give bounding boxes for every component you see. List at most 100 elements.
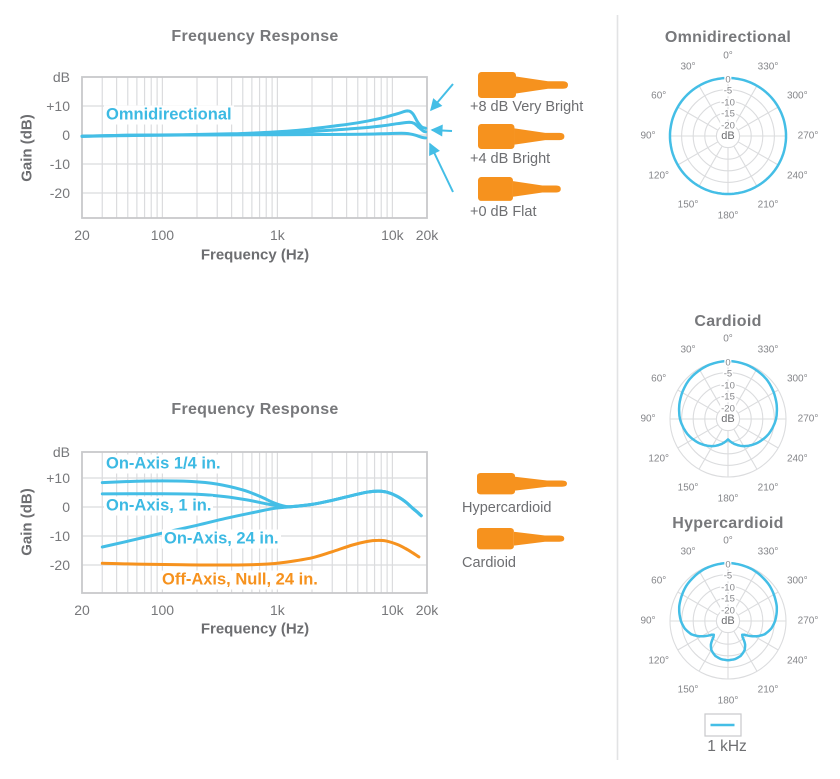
y-tick-label: 0 [62,499,70,515]
x-tick-label: 20 [74,227,90,243]
bottom-chart-annotation-off-axis: Off-Axis, Null, 24 in. [160,570,320,590]
x-tick-label: 100 [150,602,175,618]
polar-angle-label: 330° [757,344,779,356]
x-tick-label: 20k [415,602,439,618]
polar-angle-label: 60° [651,373,667,385]
bottom-chart-annotation-one-in: On-Axis, 1 in. [104,496,214,516]
mic-label-cardioid: Cardioid [462,555,516,571]
polar-chart-polar_hypercardioid [669,561,787,680]
callout-label-very-bright: +8 dB Very Bright [470,99,584,115]
polar-angle-label: 180° [717,210,739,222]
polar-angle-label: 120° [648,170,670,182]
callout-arrow [429,142,454,193]
polar-angle-label: 90° [640,130,656,142]
polar-angle-label: 270° [797,130,819,142]
top-chart-annotation-omnidirectional: Omnidirectional [104,105,234,125]
x-tick-label: 1k [269,602,285,618]
polar-angle-label: 150° [677,684,699,696]
polar-angle-label: 180° [717,695,739,707]
bottom-chart-annotation-quarter-in: On-Axis 1/4 in. [104,454,223,474]
polar-ring-label: -20 [720,120,736,132]
polar-angle-label: 120° [648,453,670,465]
bottom-chart-xlabel: Frequency (Hz) [200,620,310,638]
x-tick-label: 100 [150,227,175,243]
y-tick-label: -10 [49,528,70,544]
polar-db-unit: dB [721,413,735,425]
mic-icon-bright [478,124,565,149]
polar-curve-polar_hypercardioid [677,561,779,662]
polar-title-cardioid: Cardioid [694,313,762,330]
polar-angle-label: 150° [677,199,699,211]
polar-ring-label: -5 [722,368,734,380]
y-tick-label: +10 [46,470,70,486]
polar-angle-label: 240° [786,655,808,667]
polar-angle-label: 330° [757,61,779,73]
mic-label-hypercardioid: Hypercardioid [462,500,552,516]
bottom-chart-title: Frequency Response [171,401,339,418]
y-tick-label: -20 [49,557,70,573]
polar-angle-label: 300° [786,373,808,385]
x-tick-label: 10k [381,602,404,618]
freq-chart-fr_top [80,76,428,219]
polar-ring-label: -20 [720,403,736,415]
y-tick-label: -20 [49,185,70,201]
polar-angle-label: 90° [640,615,656,627]
polar-angle-label: 30° [680,546,696,558]
x-tick-label: 1k [269,227,285,243]
polar-angle-label: 120° [648,655,670,667]
polar-curve-polar_omnidirectional [668,76,788,196]
callout-arrow [430,124,453,137]
polar-db-unit: dB [721,615,735,627]
mic-icon-very-bright [478,72,568,98]
polar-angle-label: 90° [640,413,656,425]
polar-ring-label: -15 [720,108,736,120]
polar-angle-label: 270° [797,413,819,425]
x-tick-label: 10k [381,227,404,243]
top-chart-title: Frequency Response [171,28,339,45]
freq-chart-fr_bottom [81,451,428,594]
polar-angle-label: 270° [797,615,819,627]
polar-angle-label: 240° [786,170,808,182]
top-chart-y-unit: dB [52,69,70,85]
polar-angle-label: 150° [677,482,699,494]
y-tick-label: +10 [46,98,70,114]
polar-title-omnidirectional: Omnidirectional [664,29,792,46]
mic-icon-hypercardioid [477,473,567,495]
polar-ring-label: 0 [724,356,732,368]
polar-angle-label: 300° [786,575,808,587]
x-tick-label: 20 [74,602,90,618]
polar-ring-label: -5 [722,570,734,582]
top-chart-xlabel: Frequency (Hz) [200,246,310,264]
polar-angle-label: 0° [723,50,733,62]
polar-angle-label: 60° [651,575,667,587]
polar-ring-label: -10 [720,581,736,593]
polar-ring-label: 0 [724,73,732,85]
curve--0-db-flat [80,131,428,140]
polar-ring-label: -5 [722,85,734,97]
polar-ring-label: -15 [720,391,736,403]
bottom-chart-y-unit: dB [52,444,70,460]
y-tick-label: -10 [49,156,70,172]
polar-angle-label: 180° [717,493,739,505]
callout-arrow [430,83,454,112]
legend-label-1khz: 1 kHz [707,738,747,755]
callout-label-bright: +4 dB Bright [470,151,551,167]
polar-db-unit: dB [721,130,735,142]
polar-angle-label: 30° [680,344,696,356]
polar-curve-polar_cardioid [677,359,779,448]
callout-label-flat: +0 dB Flat [470,204,537,220]
curve-off-axis-null-24-in- [100,538,421,567]
polar-angle-label: 0° [723,535,733,547]
y-tick-label: 0 [62,127,70,143]
polar-angle-label: 60° [651,90,667,102]
polar-angle-label: 240° [786,453,808,465]
polar-angle-label: 30° [680,61,696,73]
polar-ring-label: 0 [724,558,732,570]
polar-title-hypercardioid: Hypercardioid [672,515,784,532]
polar-angle-label: 210° [757,482,779,494]
polar-ring-label: -10 [720,379,736,391]
polar-ring-label: -20 [720,605,736,617]
curve-on-axis-24-in- [100,489,423,549]
